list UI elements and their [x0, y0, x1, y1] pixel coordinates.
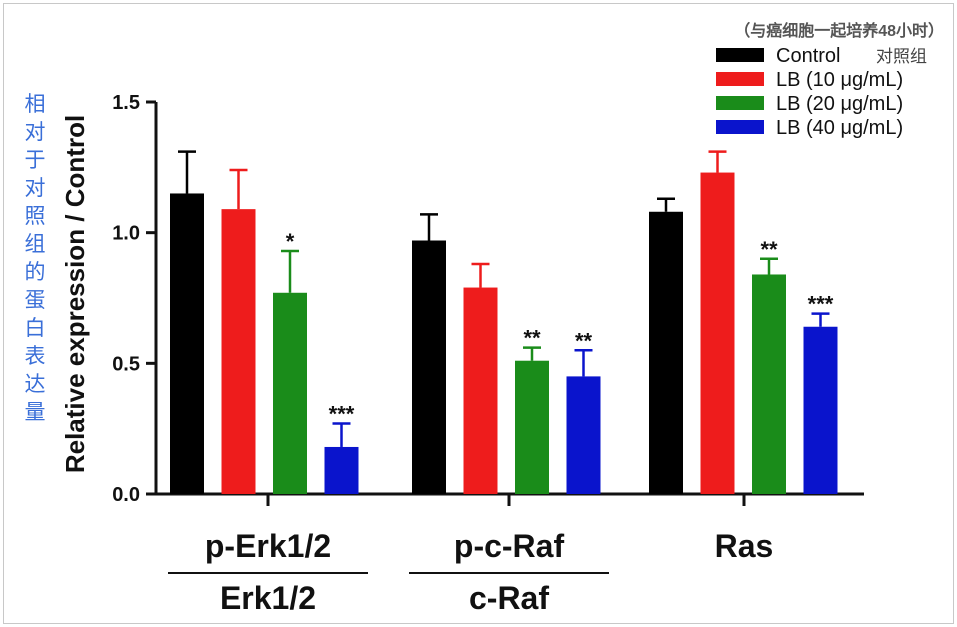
bar: [324, 446, 359, 494]
significance-label: ***: [329, 401, 355, 426]
bar: [412, 240, 446, 494]
bar-chart: （与癌细胞一起培养48小时） Relative expression / Con…: [60, 21, 944, 616]
bar: [463, 287, 498, 494]
legend-label: LB (10 μg/mL): [776, 69, 903, 91]
significance-label: *: [286, 229, 295, 254]
legend-swatch: [716, 72, 764, 86]
group-denominator-label: c-Raf: [469, 580, 549, 616]
bar: [700, 172, 735, 494]
significance-label: **: [760, 237, 778, 262]
group-label: p-c-Raf: [454, 528, 565, 564]
legend-label-zh: 对照组: [876, 47, 927, 66]
bar: [273, 292, 307, 494]
axes: 0.0 0.5 1.0 1.5 p-Erk1/2 Erk1/2 p-c-Raf c-Raf Ra…: [112, 92, 864, 616]
bar: [515, 360, 549, 494]
group-label: Ras: [715, 528, 774, 564]
group-denominator-label: Erk1/2: [220, 580, 316, 616]
group-label: p-Erk1/2: [205, 528, 331, 564]
y-tick-label: 0.5: [112, 353, 140, 375]
chart-frame: 相对于对照组的蛋白表达量 （与癌细胞一起培养48小时） Relative exp…: [3, 3, 954, 624]
legend-swatch: [716, 48, 764, 62]
significance-label: **: [575, 328, 593, 353]
bar: [649, 211, 683, 494]
legend-label: LB (20 μg/mL): [776, 93, 903, 115]
bar: [752, 274, 786, 494]
bar: [170, 193, 204, 494]
bar: [566, 376, 601, 494]
y-axis-label: Relative expression / Control: [60, 115, 90, 473]
y-tick-label: 1.5: [112, 92, 140, 114]
legend-label: LB (40 μg/mL): [776, 117, 903, 139]
legend: Control 对照组 LB (10 μg/mL)LB (20 μg/mL)LB (…: [716, 45, 927, 139]
legend-swatch: [716, 120, 764, 134]
y-tick-label: 1.0: [112, 223, 140, 245]
bars: ****** *******: [170, 150, 838, 494]
significance-label: ***: [808, 292, 834, 317]
legend-label: Control: [776, 45, 840, 67]
y-axis-label-zh: 相对于对照组的蛋白表达量: [24, 92, 46, 424]
chart-note: （与癌细胞一起培养48小时）: [734, 21, 944, 40]
y-tick-label: 0.0: [112, 484, 140, 506]
bar: [803, 326, 838, 494]
significance-label: **: [523, 326, 541, 351]
legend-swatch: [716, 96, 764, 110]
bar: [221, 209, 256, 494]
